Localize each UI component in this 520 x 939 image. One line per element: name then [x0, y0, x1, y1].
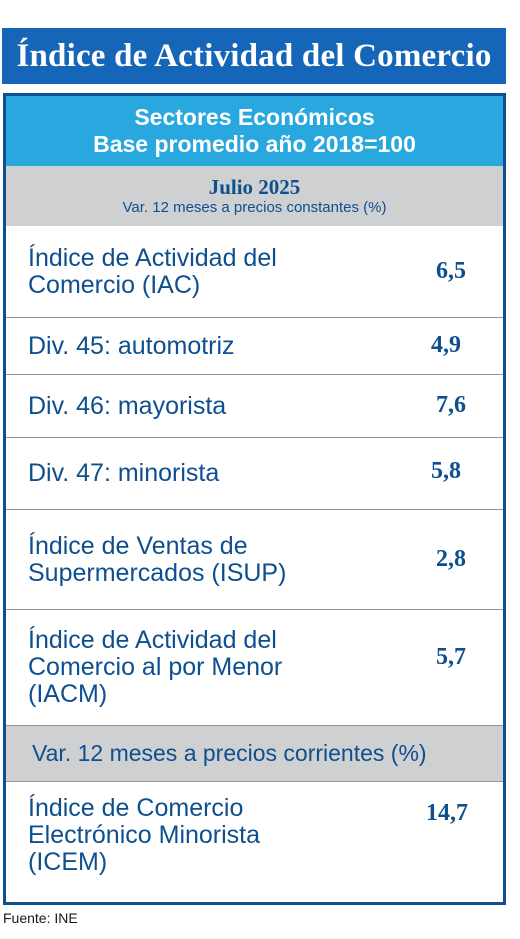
row-label: Div. 46: mayorista — [28, 391, 227, 420]
row-value: 7,6 — [436, 392, 466, 418]
period-header: Julio 2025 Var. 12 meses a precios const… — [6, 166, 503, 226]
table-subheader: Sectores Económicos Base promedio año 20… — [6, 96, 503, 166]
table-row: Índice de Ventas de Supermercados (ISUP)… — [6, 510, 503, 610]
row-label: Div. 45: automotriz — [28, 331, 235, 360]
table-row: Div. 45: automotriz 4,9 — [6, 318, 503, 375]
table-row: Índice de Actividad del Comercio (IAC) 6… — [6, 226, 503, 318]
indicator-table: Sectores Económicos Base promedio año 20… — [3, 93, 506, 905]
row-value: 14,7 — [426, 800, 468, 826]
row-label: Índice de Comercio Electrónico Minorista… — [28, 794, 261, 876]
row-label: Div. 47: minorista — [28, 459, 220, 487]
table-row: Div. 46: mayorista 7,6 — [6, 375, 503, 438]
row-value: 4,9 — [431, 332, 461, 358]
table-row: Índice de Actividad del Comercio al por … — [6, 610, 503, 726]
subheader-line-2: Base promedio año 2018=100 — [93, 131, 416, 157]
row-label: Índice de Actividad del Comercio (IAC) — [28, 243, 277, 299]
page-title: Índice de Actividad del Comercio — [2, 28, 506, 84]
row-value: 2,8 — [436, 546, 466, 572]
period-note: Var. 12 meses a precios constantes (%) — [122, 199, 387, 216]
subheader-line-1: Sectores Económicos — [134, 104, 375, 130]
table-row: Índice de Comercio Electrónico Minorista… — [6, 782, 503, 889]
source-note: Fuente: INE — [3, 910, 78, 926]
row-value: 5,7 — [436, 644, 466, 670]
table-row: Div. 47: minorista 5,8 — [6, 438, 503, 510]
row-label: Índice de Ventas de Supermercados (ISUP) — [28, 531, 287, 587]
period-month: Julio 2025 — [208, 175, 301, 199]
row-value: 5,8 — [431, 458, 461, 484]
row-label: Índice de Actividad del Comercio al por … — [28, 626, 283, 708]
section-header-current-prices: Var. 12 meses a precios corrientes (%) — [6, 726, 503, 782]
row-value: 6,5 — [436, 258, 466, 284]
